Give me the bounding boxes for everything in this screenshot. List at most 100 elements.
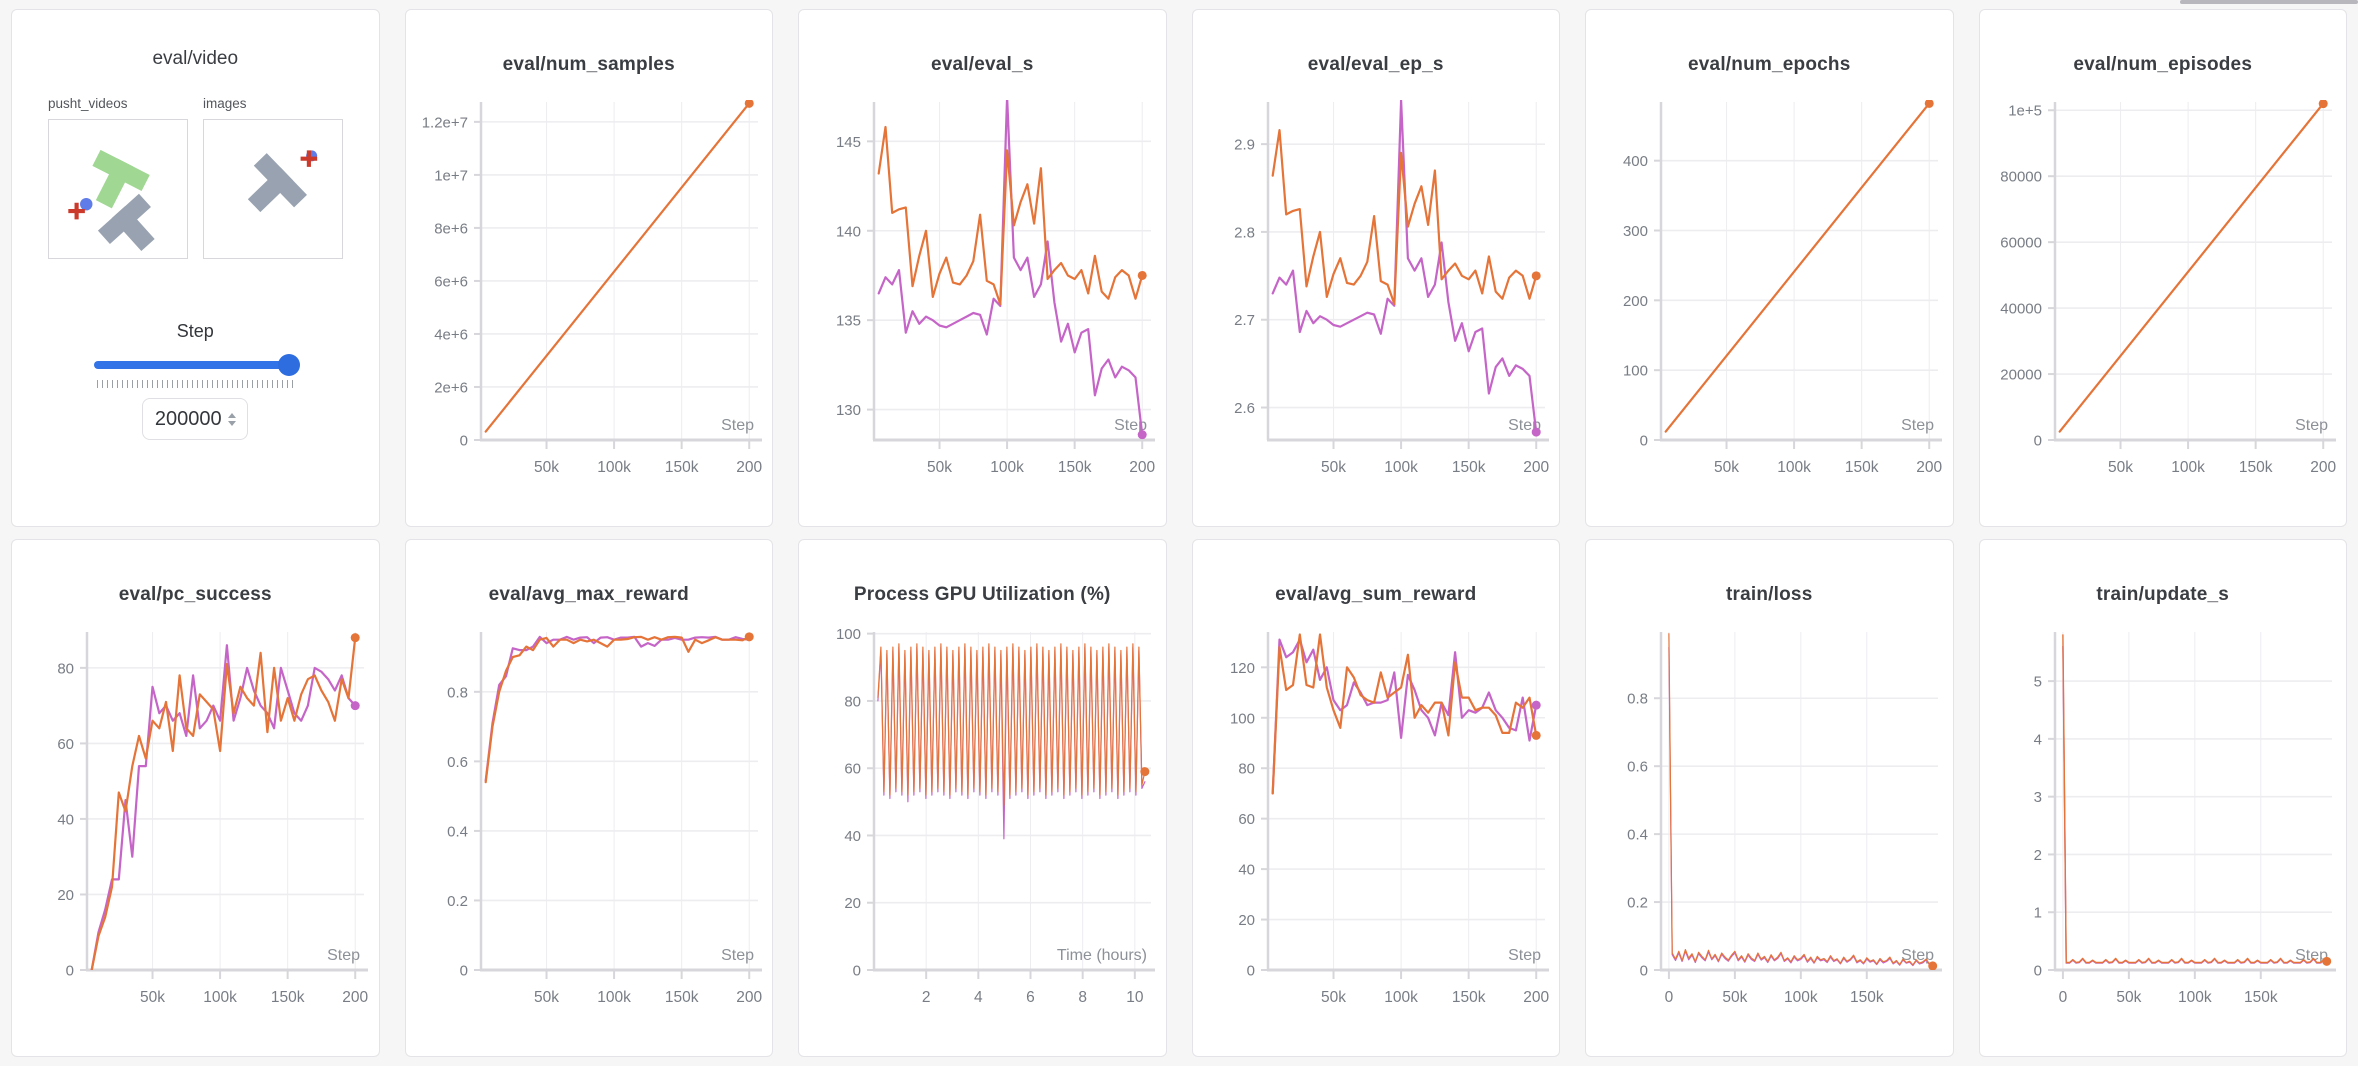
svg-text:2: 2 [2033,847,2041,864]
chart-plot: 0 2e+6 4e+6 6e+6 8e+6 1e+7 1.2e+7 50k 100k 150k 20… [421,100,762,476]
chart-title: eval/num_epochs [1688,54,1851,75]
svg-text:0.4: 0.4 [447,823,468,840]
svg-text:50k: 50k [927,459,952,476]
svg-text:60: 60 [844,761,861,778]
chart-title: eval/pc_success [118,584,272,605]
video-thumbnail-pusht[interactable] [48,119,188,259]
chart-panel-train-loss[interactable]: train/loss 0 0.2 0.4 0.6 0.8 0 50k 100k 150k Step [1585,539,1954,1057]
svg-text:130: 130 [836,402,861,419]
svg-text:1.2e+7: 1.2e+7 [421,114,467,131]
svg-text:50k: 50k [1714,459,1739,476]
svg-text:2e+6: 2e+6 [434,379,468,396]
step-number-input[interactable]: 200000 [142,398,249,440]
number-spinner[interactable] [227,412,236,426]
svg-text:0: 0 [2058,989,2067,1006]
chart-panel-eval-eval-s[interactable]: eval/eval_s 130 135 140 145 50k 100k 150k 200 Ste… [798,9,1167,527]
media-caption-pusht-videos: pusht_videos [48,96,128,111]
chart-panel-eval-avg-max-reward[interactable]: eval/avg_max_reward 0 0.2 0.4 0.6 0.8 50k 100k 1… [404,539,773,1057]
chart-title: train/update_s [2096,584,2230,605]
svg-text:50k: 50k [534,989,559,1006]
svg-text:100k: 100k [2171,459,2205,476]
svg-text:0.6: 0.6 [447,754,468,771]
svg-text:0: 0 [1665,989,1674,1006]
svg-text:0: 0 [2033,433,2041,450]
svg-text:60: 60 [57,736,74,753]
svg-text:0: 0 [459,433,467,450]
pusht-goal-image [247,150,318,213]
svg-text:0: 0 [1640,433,1648,450]
svg-text:400: 400 [1623,153,1648,170]
svg-text:40: 40 [844,828,861,845]
svg-text:Step: Step [1901,417,1934,434]
chart-panel-eval-eval-ep-s[interactable]: eval/eval_ep_s 2.6 2.7 2.8 2.9 50k 100k 150k 200… [1191,9,1560,527]
svg-text:8: 8 [1078,989,1087,1006]
chart-title: eval/num_samples [502,54,675,75]
chart-panel-eval-avg-sum-reward[interactable]: eval/avg_sum_reward 0 20 40 60 80 100 120 50k 100… [1191,539,1560,1057]
slider-track[interactable] [94,361,297,369]
svg-text:0: 0 [853,963,861,980]
chart-panel-eval-num-epochs[interactable]: eval/num_epochs 0 100 200 300 400 50k 100k 150k 2… [1585,9,1954,527]
svg-text:40000: 40000 [2000,301,2042,318]
media-captions: pusht_videos images [12,96,379,111]
svg-text:200: 200 [1523,459,1549,476]
svg-text:2.6: 2.6 [1234,400,1255,417]
svg-text:0.8: 0.8 [447,684,468,701]
svg-text:300: 300 [1623,223,1648,240]
horizontal-scrollbar[interactable] [2180,0,2358,4]
svg-text:20: 20 [844,895,861,912]
svg-text:80: 80 [57,660,74,677]
svg-text:4: 4 [2033,731,2041,748]
svg-text:0: 0 [1246,963,1254,980]
chart-title: eval/num_episodes [2073,54,2253,75]
svg-text:100k: 100k [1777,459,1811,476]
chart-plot: 0 20000 40000 60000 80000 1e+5 50k 100k 150k 200 S… [2000,100,2336,476]
chart-title: eval/eval_ep_s [1307,54,1444,75]
chart-panel-train-update-s[interactable]: train/update_s 0 1 2 3 4 5 0 50k 100k 150k Step [1978,539,2347,1057]
svg-text:Step: Step [2295,417,2328,434]
slider-handle[interactable] [278,354,301,376]
svg-text:0.8: 0.8 [1627,691,1648,708]
chart-title: eval/avg_sum_reward [1275,584,1477,605]
svg-text:4: 4 [974,989,983,1006]
svg-text:0.4: 0.4 [1627,827,1648,844]
svg-text:120: 120 [1229,660,1254,677]
chart-plot: 0 20 40 60 80 100 2 4 6 8 10 Time (hours) [836,626,1155,1006]
chart-panel-eval-num-episodes[interactable]: eval/num_episodes 0 20000 40000 60000 80000 1e… [1978,9,2347,527]
svg-text:0: 0 [459,963,467,980]
svg-text:0: 0 [66,963,74,980]
chart-panel-eval-pc-success[interactable]: eval/pc_success 0 20 40 60 80 50k 100k 150k 200 St… [11,539,380,1057]
svg-text:100k: 100k [1384,989,1418,1006]
svg-text:0.2: 0.2 [1627,895,1648,912]
svg-text:50k: 50k [1321,989,1346,1006]
svg-text:6e+6: 6e+6 [434,273,468,290]
step-slider[interactable] [94,354,301,376]
svg-text:150k: 150k [2238,459,2272,476]
media-caption-images: images [203,96,247,111]
svg-text:100k: 100k [203,989,237,1006]
step-slider-label: Step [176,321,214,341]
slider-tick-ruler [97,380,294,388]
svg-text:100k: 100k [990,459,1024,476]
image-thumbnail[interactable] [203,119,343,259]
chart-title: Process GPU Utilization (%) [853,584,1111,605]
svg-text:200: 200 [1129,459,1155,476]
media-thumbnails [12,119,379,259]
chart-panel-process-gpu-utilization[interactable]: Process GPU Utilization (%) 0 20 40 60 80 100 2… [798,539,1167,1057]
svg-text:100k: 100k [1784,989,1818,1006]
media-panel-eval-video[interactable]: eval/video pusht_videos images [11,9,380,527]
chart-panel-eval-num-samples[interactable]: eval/num_samples 0 2e+6 4e+6 6e+6 8e+6 1e+7 1.2… [404,9,773,527]
svg-text:0: 0 [1640,963,1648,980]
svg-text:100k: 100k [597,989,631,1006]
svg-text:5: 5 [2033,674,2041,691]
svg-text:80: 80 [1238,761,1255,778]
svg-text:200: 200 [736,989,762,1006]
svg-text:100: 100 [1229,710,1254,727]
chart-plot: 0 100 200 300 400 50k 100k 150k 200 Step [1623,100,1943,476]
svg-text:60: 60 [1238,811,1255,828]
spinner-down-icon[interactable] [227,420,236,426]
svg-text:100k: 100k [597,459,631,476]
svg-text:Time (hours): Time (hours) [1057,947,1147,964]
spinner-up-icon[interactable] [227,412,236,418]
svg-text:100: 100 [836,626,861,643]
